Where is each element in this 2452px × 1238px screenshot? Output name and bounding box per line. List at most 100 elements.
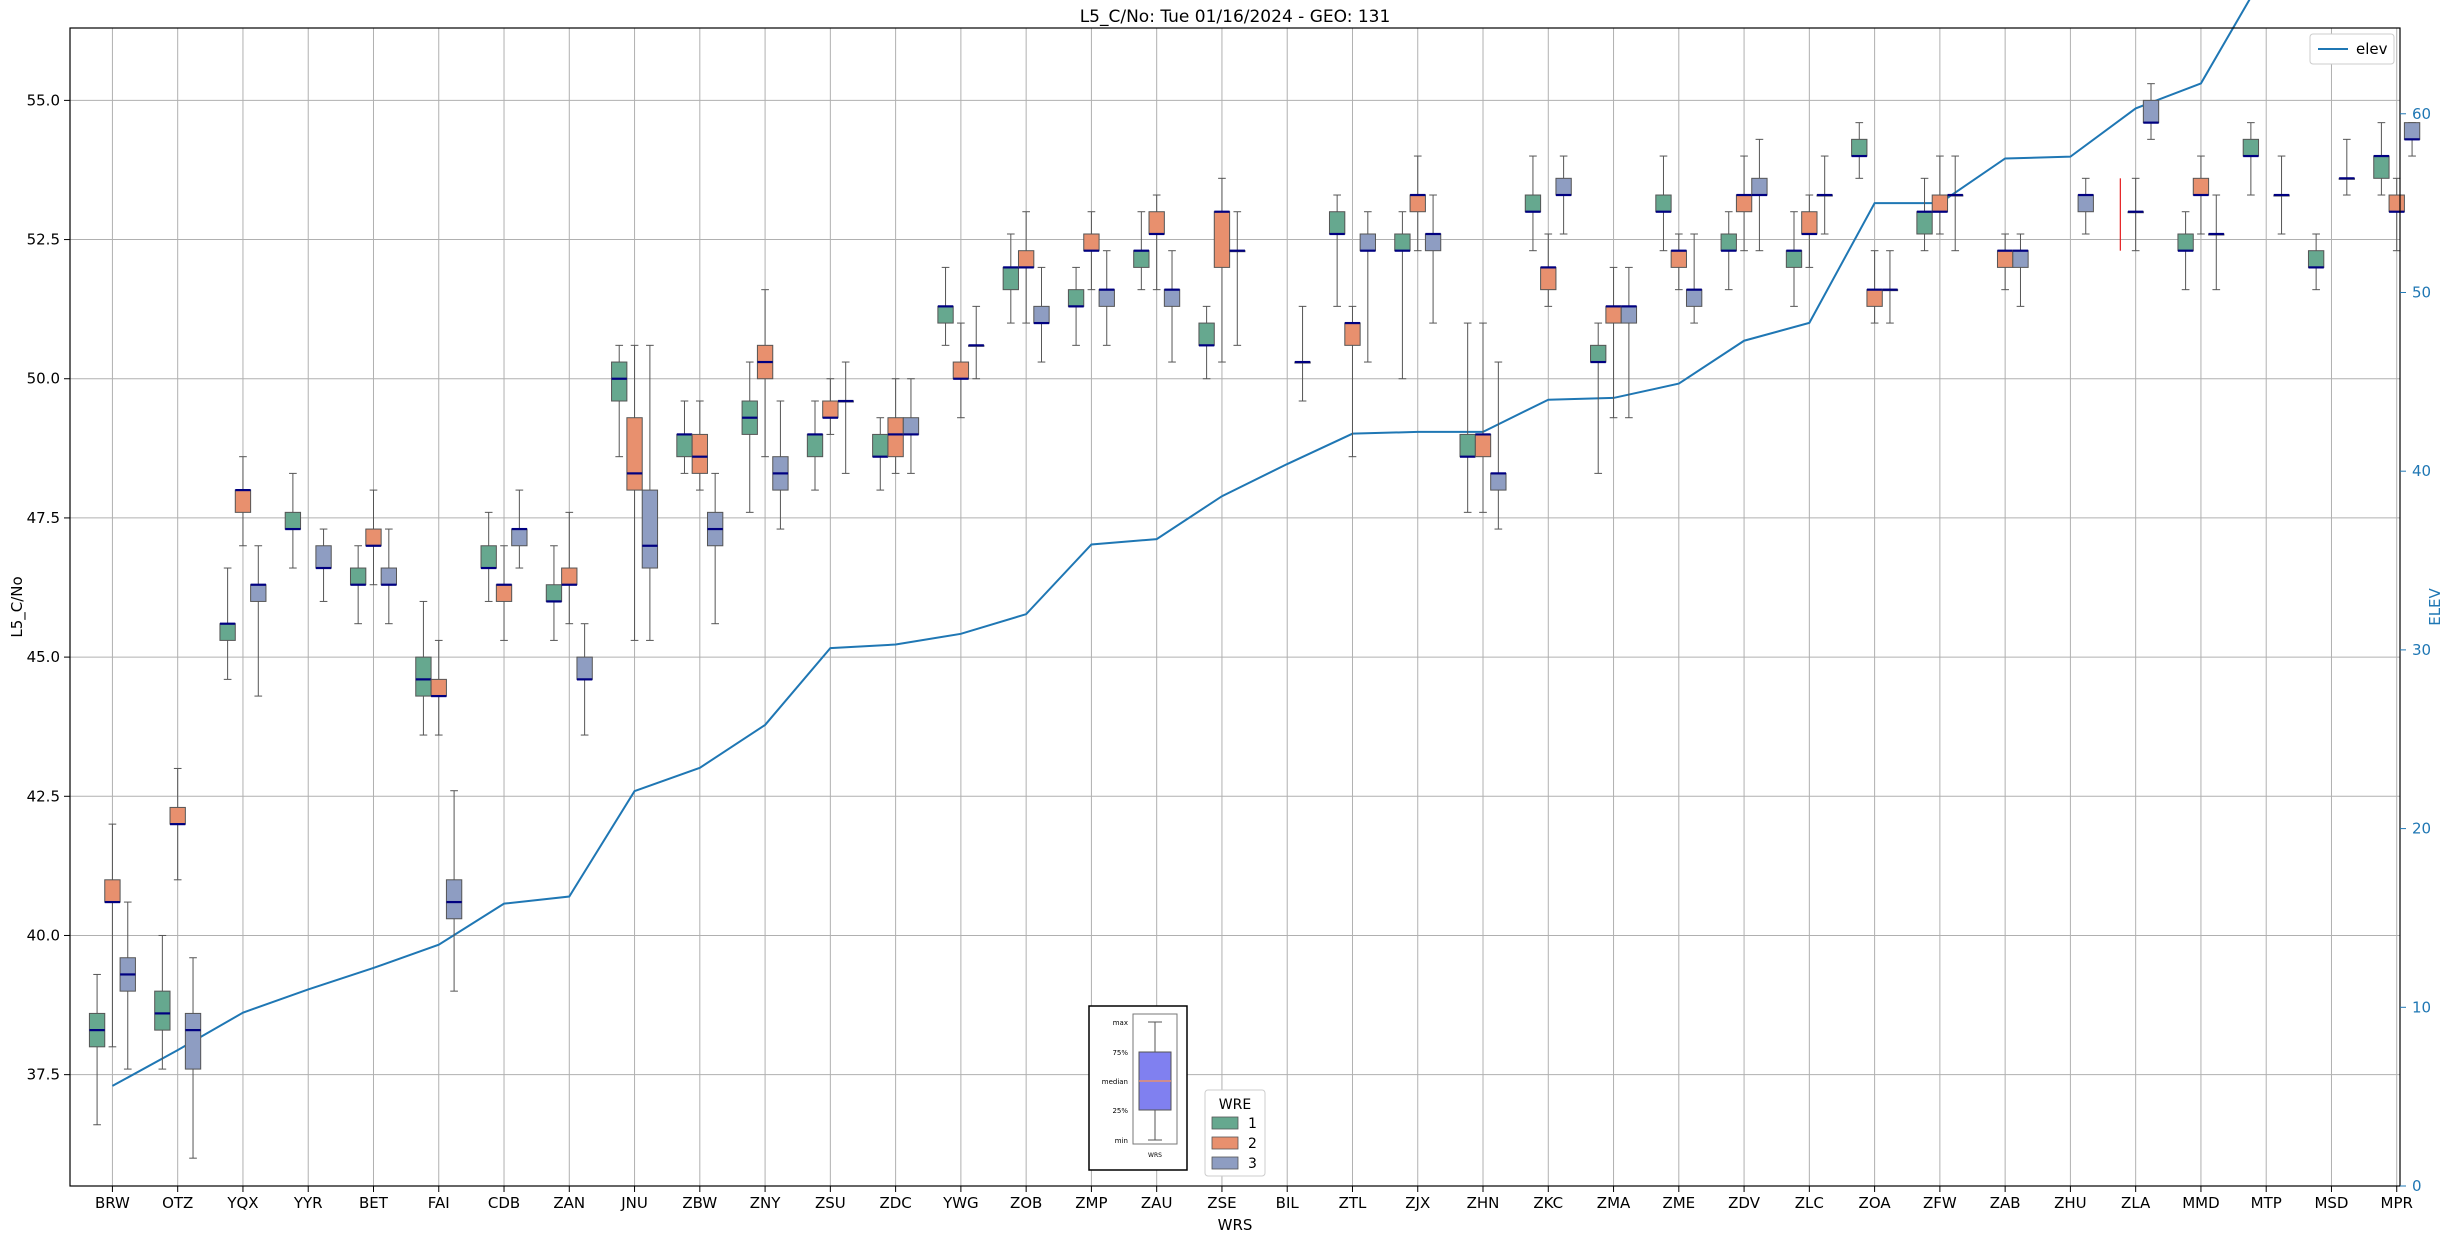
x-tick-label: ZMA	[1597, 1194, 1631, 1212]
box-series-1	[1198, 305, 1215, 380]
box-body	[902, 417, 920, 435]
box-series-3	[1033, 266, 1050, 363]
box-body	[1801, 211, 1818, 235]
box-body	[1344, 322, 1361, 346]
box-series-3	[641, 344, 659, 641]
x-axis-label: WRS	[1218, 1216, 1253, 1234]
box-body	[1359, 233, 1376, 252]
x-tick-label: MTP	[2251, 1194, 2282, 1212]
box-series-2	[365, 489, 382, 586]
box-body	[445, 879, 463, 920]
box-body	[1148, 211, 1165, 235]
box-body	[1394, 233, 1411, 252]
box-body	[184, 1012, 202, 1070]
box-body	[1655, 194, 1672, 213]
elev-legend-frame	[2309, 33, 2395, 65]
box-body	[1524, 194, 1542, 213]
x-tick-label: ZNY	[750, 1194, 781, 1212]
box-body	[154, 990, 171, 1031]
box-body	[1590, 344, 1607, 363]
box-body	[1017, 250, 1035, 268]
box-series-1	[1133, 211, 1150, 291]
box-body	[2012, 250, 2029, 268]
elev-legend: elev	[2309, 33, 2395, 65]
box-body	[2307, 250, 2325, 268]
box-body	[2177, 233, 2194, 252]
box-body	[1996, 250, 2014, 268]
y2-tick-label: 20	[2412, 820, 2431, 838]
y2-tick-label: 10	[2412, 998, 2431, 1016]
plot-frame	[69, 27, 2401, 1187]
x-tick-label: ZAB	[1990, 1194, 2021, 1212]
box-series-2	[430, 639, 447, 736]
box-body	[415, 656, 432, 697]
box-body	[1851, 138, 1868, 157]
box-body	[1751, 177, 1768, 196]
box-body	[169, 806, 186, 825]
box-body	[1931, 194, 1949, 213]
box-body	[1424, 233, 1442, 252]
box-series-2	[2127, 177, 2144, 252]
box-series-2	[626, 344, 643, 641]
box-body	[1916, 211, 1933, 235]
box-body	[2403, 122, 2421, 140]
wre-legend: WRE 1 2 3	[1204, 1089, 1266, 1177]
box-series-3	[315, 528, 332, 602]
box-series-2	[691, 400, 708, 491]
box-body	[511, 528, 528, 547]
x-tick-label: ZBW	[682, 1194, 717, 1212]
inset-inner-frame	[1132, 1013, 1178, 1145]
box-series-2	[1017, 211, 1035, 324]
box-body	[349, 567, 367, 586]
y-tick-label: 40.0	[27, 926, 60, 944]
box-body	[365, 528, 382, 547]
box-body	[1002, 266, 1019, 291]
box-body	[937, 305, 954, 324]
box-series-2	[495, 545, 513, 641]
inset-label-min: min	[1115, 1137, 1128, 1145]
box-series-2	[1931, 155, 1949, 235]
box-series-2	[234, 456, 252, 547]
box-series-3	[2338, 138, 2355, 196]
box-series-3	[1751, 138, 1768, 252]
box-body	[1098, 289, 1115, 307]
box-body	[315, 545, 332, 569]
box-body	[676, 433, 693, 458]
x-tick-label: BRW	[95, 1194, 130, 1212]
x-tick-label: ZME	[1662, 1194, 1695, 1212]
y2-tick-label: 40	[2412, 462, 2431, 480]
box-body	[219, 623, 236, 641]
box-series-2	[1540, 233, 1557, 307]
y-axis-left: 37.5 40.0 42.5 45.0 47.5 50.0 52.5 55.0	[27, 91, 70, 1084]
box-body	[887, 417, 904, 458]
box-series-2	[952, 322, 970, 419]
box-body	[104, 879, 121, 903]
box-series-1	[1916, 177, 1933, 252]
box-body	[1605, 305, 1622, 324]
box-body	[1033, 305, 1050, 324]
wre-legend-swatch-1	[1211, 1116, 1239, 1130]
box-body	[495, 584, 513, 602]
box-body	[1555, 177, 1572, 196]
box-body	[1474, 433, 1492, 458]
box-series-3	[1816, 155, 1833, 235]
box-body	[1067, 289, 1085, 307]
box-series-3	[380, 528, 397, 625]
box-series-1	[676, 400, 693, 474]
box-body	[545, 584, 563, 602]
box-body	[1459, 433, 1476, 458]
box-series-1	[1590, 322, 1607, 474]
y-tick-label: 45.0	[27, 648, 60, 666]
box-series-3	[576, 623, 593, 736]
y2-tick-label: 50	[2412, 283, 2431, 301]
y-axis-label: L5_C/No	[8, 576, 27, 637]
x-tick-label: ZAN	[553, 1194, 585, 1212]
box-series-3	[1881, 250, 1899, 324]
box-series-3	[1555, 155, 1572, 235]
box-series-2	[756, 289, 774, 458]
box-series-3	[1294, 305, 1311, 402]
box-series-3	[968, 305, 985, 380]
grid	[70, 28, 2400, 1186]
inset-label-75: 75%	[1112, 1049, 1128, 1057]
box-series-2	[887, 378, 904, 474]
